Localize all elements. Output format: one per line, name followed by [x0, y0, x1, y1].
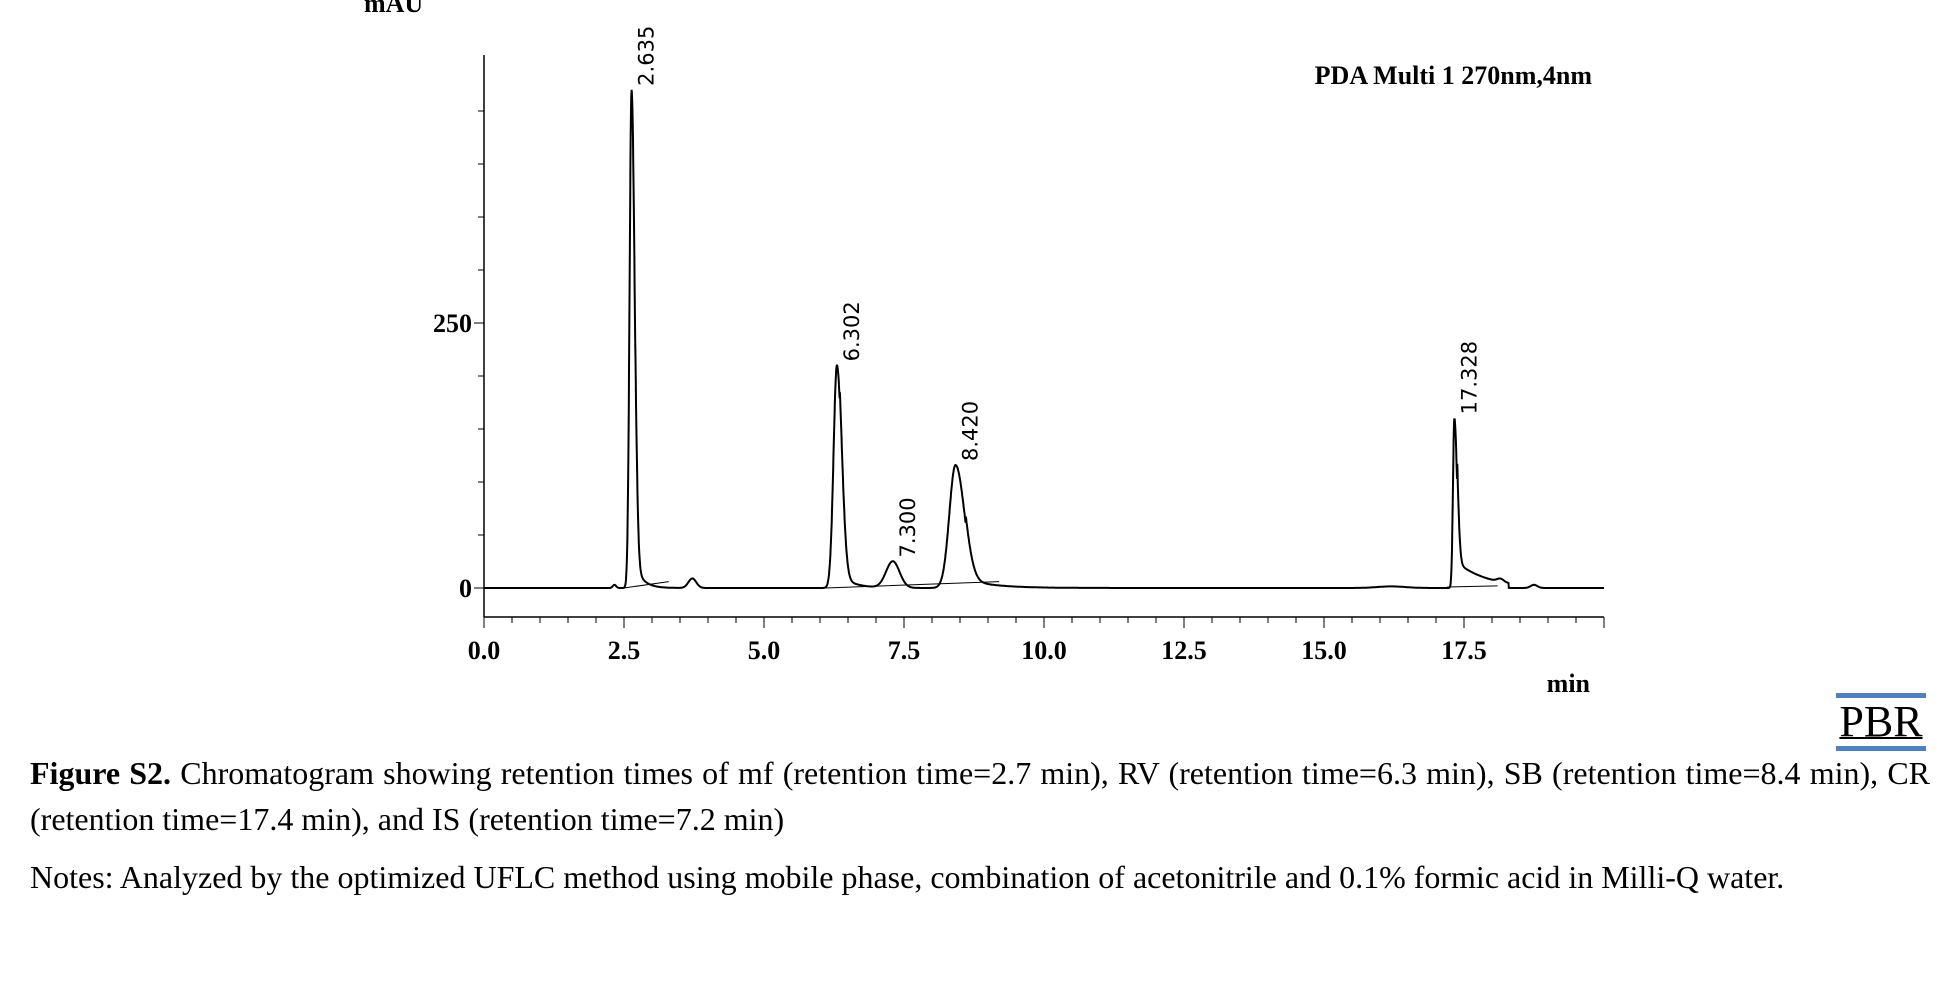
x-tick-label: 5.0	[748, 636, 781, 665]
y-tick-label: 0	[459, 574, 472, 603]
peak-label: 8.420	[959, 401, 983, 461]
chromatogram-chart: mAU PDA Multi 1 270nm,4nm min 0 250 0.0 2.5…	[364, 0, 1605, 698]
x-axis-label: min	[1547, 669, 1591, 698]
chromatogram-trace	[484, 89, 1604, 589]
y-tick-label: 250	[433, 309, 472, 338]
caption-label: Figure S2.	[30, 755, 172, 791]
x-tick-label: 15.0	[1301, 636, 1347, 665]
caption-text: Chromatogram showing retention times of …	[30, 755, 1931, 837]
logo-bar-top	[1836, 693, 1926, 698]
x-tick-label: 10.0	[1021, 636, 1067, 665]
x-tick-label: 0.0	[468, 636, 501, 665]
y-axis-label: mAU	[364, 0, 423, 18]
peak-labels: 2.635 6.302 7.300 8.420 17.328	[635, 26, 1482, 558]
logo-text: PBR	[1839, 697, 1923, 746]
chart-annotation: PDA Multi 1 270nm,4nm	[1315, 61, 1593, 90]
logo-bar-bottom	[1836, 746, 1926, 751]
x-tick-label: 12.5	[1161, 636, 1207, 665]
x-tick-label: 17.5	[1441, 636, 1487, 665]
axes: 0 250 0.0 2.5 5.0 7.5 10.0 12.5 15.0 17.5	[433, 55, 1605, 665]
x-tick-label: 2.5	[608, 636, 641, 665]
x-tick-label: 7.5	[888, 636, 921, 665]
peak-label: 7.300	[896, 497, 920, 557]
peak-label: 2.635	[635, 26, 659, 86]
journal-logo: PBR	[1836, 693, 1926, 751]
peak-label: 6.302	[840, 301, 864, 361]
peak-label: 17.328	[1457, 341, 1481, 414]
figure-notes: Notes: Analyzed by the optimized UFLC me…	[30, 859, 1785, 895]
integration-baseline	[623, 581, 1498, 589]
figure-caption: Figure S2. Chromatogram showing retentio…	[30, 750, 1930, 842]
